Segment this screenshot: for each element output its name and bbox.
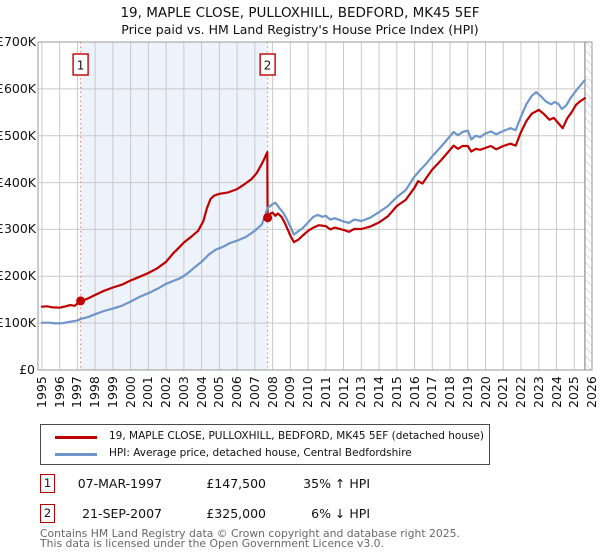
x-tick-label: 2026	[584, 376, 599, 408]
y-tick-label: £400K	[0, 174, 37, 190]
x-tick-label: 2001	[140, 376, 156, 408]
sale-marker-dot	[263, 213, 273, 223]
plot-border	[37, 41, 593, 371]
no-data-hatch	[584, 42, 592, 370]
sale-2-badge: 2	[40, 504, 55, 523]
y-tick-label: £500K	[0, 127, 37, 143]
sale-number-badge	[259, 53, 276, 76]
x-tick-label: 1996	[51, 376, 67, 408]
x-tick-label: 2019	[459, 376, 475, 408]
x-tick-label: 2006	[229, 376, 245, 408]
y-tick-label: £200K	[0, 268, 37, 284]
sale-row-2: 2 21-SEP-2007 £325,000 6% ↓ HPI	[40, 504, 440, 524]
x-tick-label: 2007	[246, 376, 262, 408]
hpi-line	[40, 78, 586, 325]
x-tick-label: 2023	[530, 376, 546, 408]
x-tick-label: 2015	[388, 376, 404, 408]
sale-row-1: 1 07-MAR-1997 £147,500 35% ↑ HPI	[40, 474, 440, 494]
x-tick-label: 2005	[211, 376, 227, 408]
x-tick-label: 2021	[495, 376, 511, 408]
legend-item-price-paid: 19, MAPLE CLOSE, PULLOXHILL, BEDFORD, MK…	[41, 429, 489, 445]
x-tick-label: 2016	[406, 376, 422, 408]
y-tick-label: £100K	[0, 315, 37, 331]
sale-1-vs-hpi: 35% ↑ HPI	[303, 476, 370, 491]
x-tick-label: 2011	[317, 376, 333, 408]
x-tick-label: 2024	[548, 376, 564, 408]
sale-1-price: £147,500	[206, 476, 266, 491]
x-tick-label: 2000	[122, 376, 138, 408]
legend-label-hpi: HPI: Average price, detached house, Cent…	[109, 447, 412, 459]
sale-2-date: 21-SEP-2007	[82, 506, 162, 521]
legend: 19, MAPLE CLOSE, PULLOXHILL, BEDFORD, MK…	[40, 424, 490, 465]
x-tick-label: 2014	[371, 376, 387, 408]
x-tick-label: 2009	[282, 376, 298, 408]
x-tick-label: 2004	[193, 376, 209, 408]
legend-item-hpi: HPI: Average price, detached house, Cent…	[41, 446, 489, 462]
x-tick-label: 2012	[335, 376, 351, 408]
legend-label-price-paid: 19, MAPLE CLOSE, PULLOXHILL, BEDFORD, MK…	[109, 430, 485, 442]
y-tick-label: £300K	[0, 221, 37, 237]
sale-number-badge-label: 1	[77, 59, 85, 73]
x-tick-label: 1998	[87, 376, 103, 408]
sale-number-badge	[72, 53, 89, 76]
page-subtitle: Price paid vs. HM Land Registry's House …	[121, 22, 479, 37]
y-tick-label: £700K	[0, 34, 37, 49]
x-tick-label: 2010	[300, 376, 316, 408]
sale-2-price: £325,000	[206, 506, 266, 521]
x-tick-label: 2013	[353, 376, 369, 408]
sale-1-date: 07-MAR-1997	[77, 476, 162, 491]
sale-1-badge: 1	[40, 474, 55, 493]
blue-line-sample	[55, 453, 97, 456]
copyright-notice: Contains HM Land Registry data © Crown c…	[40, 527, 460, 550]
x-tick-label: 2017	[424, 376, 440, 408]
x-tick-label: 2025	[566, 376, 582, 408]
x-tick-label: 1999	[104, 376, 120, 408]
copyright-line-2: This data is licensed under the Open Gov…	[40, 536, 384, 550]
page-title: 19, MAPLE CLOSE, PULLOXHILL, BEDFORD, MK…	[120, 5, 480, 21]
x-tick-label: 2002	[158, 376, 174, 408]
x-tick-label: 2022	[513, 376, 529, 408]
x-tick-label: 2003	[175, 376, 191, 408]
y-tick-label: £600K	[0, 80, 37, 96]
red-line-sample	[55, 436, 97, 439]
y-tick-label: £0	[19, 362, 35, 377]
x-tick-label: 2008	[264, 376, 280, 408]
sale-2-vs-hpi: 6% ↓ HPI	[311, 506, 370, 521]
x-tick-label: 1997	[69, 376, 85, 408]
sale-marker-dot	[76, 296, 86, 306]
x-tick-label: 2020	[477, 376, 493, 408]
ownership-period-band	[80, 42, 268, 370]
x-tick-label: 2018	[442, 376, 458, 408]
sale-number-badge-label: 2	[264, 59, 272, 73]
copyright-line-1: Contains HM Land Registry data © Crown c…	[40, 527, 460, 540]
x-tick-label: 1995	[33, 376, 49, 408]
price-paid-line	[40, 97, 586, 309]
